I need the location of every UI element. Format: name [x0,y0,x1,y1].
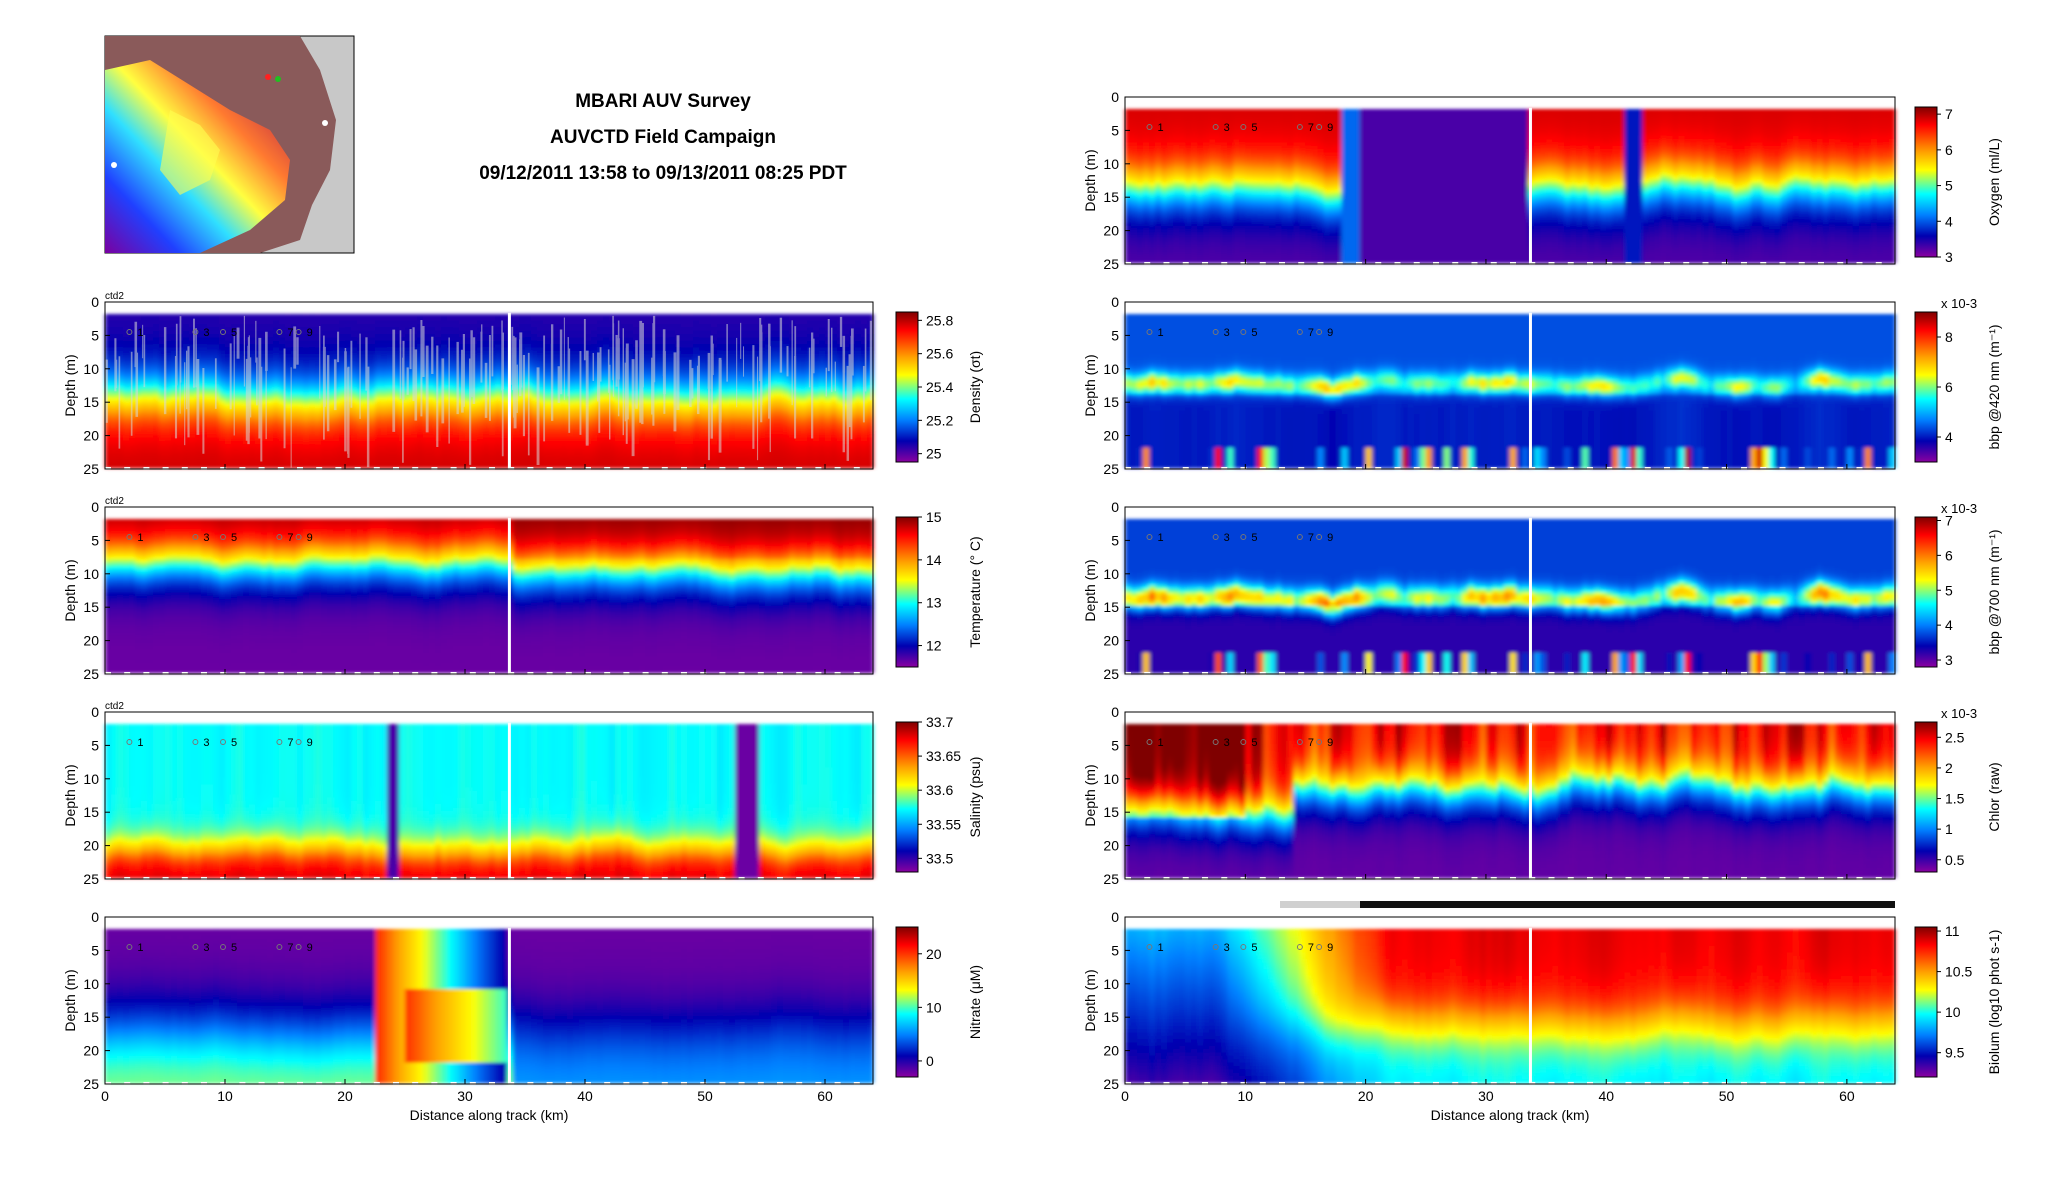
field-cell [111,464,118,468]
data-coverage-strip [1280,901,1895,908]
field-cell [171,464,178,468]
date-range: 09/12/2011 13:58 to 09/13/2011 08:25 PDT [479,163,847,184]
figure: MBARI AUV Survey AUVCTD Field Campaign 0… [0,0,2052,1188]
field-cell [117,464,124,468]
map-track-marker [275,76,281,82]
field-cell [153,464,160,468]
map-point [322,120,328,126]
map-track-marker [265,74,271,80]
campaign-title: AUVCTD Field Campaign [550,127,776,148]
map-point [111,162,117,168]
field-cell [135,464,142,468]
data-coverage-fade [1280,901,1360,908]
location-map [105,36,354,253]
figure-title: MBARI AUV Survey [575,91,751,112]
